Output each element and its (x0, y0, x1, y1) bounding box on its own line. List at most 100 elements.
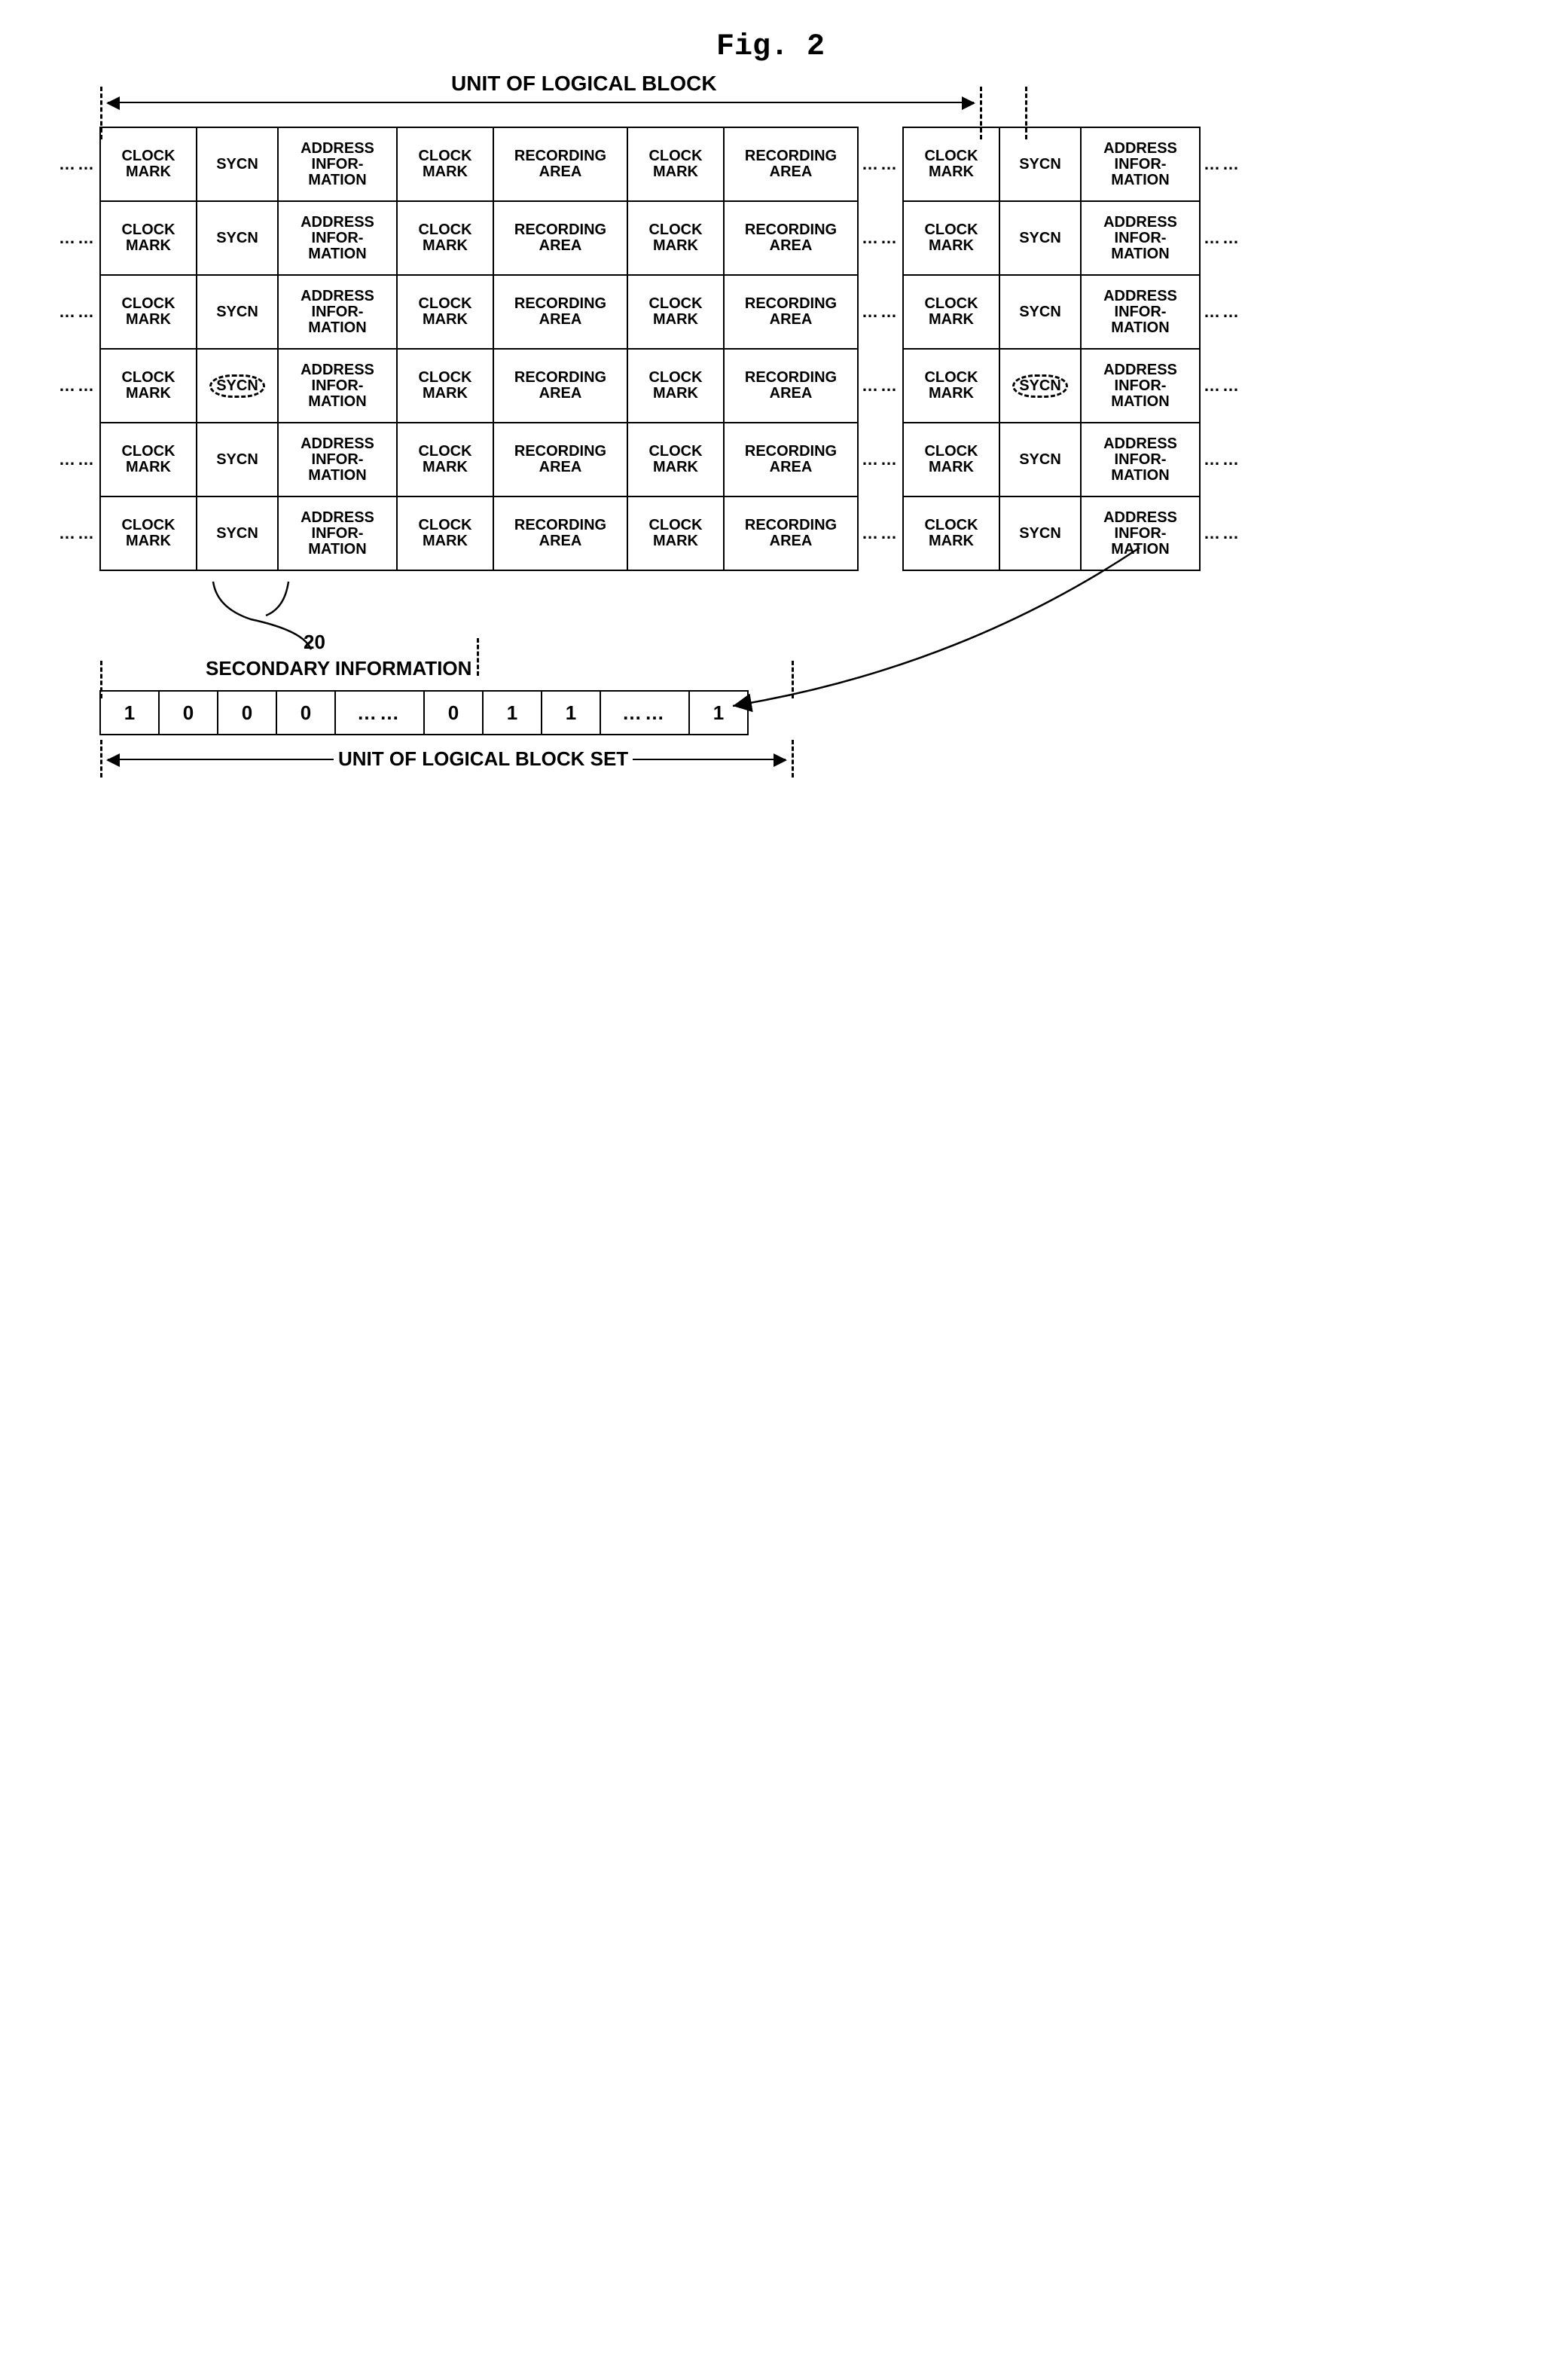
bit-dash-right (792, 661, 794, 698)
recording-area-cell: RECORDINGAREA (723, 496, 859, 571)
dash-guide-left-2 (1025, 87, 1027, 139)
sync-text: SYCN (212, 155, 263, 174)
clock-mark-cell: CLOCKMARK (99, 348, 197, 423)
bit-dots: …… (600, 690, 690, 735)
address-info-cell: ADDRESSINFOR-MATION (1080, 348, 1201, 423)
sync-text: SYCN (1015, 451, 1066, 469)
address-info-cell: ADDRESSINFOR-MATION (1080, 496, 1201, 571)
sync-cell: SYCN (999, 422, 1082, 497)
sync-cell: SYCN (999, 348, 1082, 423)
recording-area-cell: RECORDINGAREA (723, 274, 859, 350)
recording-area-cell: RECORDINGAREA (493, 200, 628, 276)
bit-cell: 0 (423, 690, 484, 735)
address-info-cell: ADDRESSINFOR-MATION (277, 348, 398, 423)
address-info-cell: ADDRESSINFOR-MATION (1080, 274, 1201, 350)
recording-area-cell: RECORDINGAREA (723, 200, 859, 276)
dots: …… (858, 127, 903, 201)
clock-mark-cell: CLOCKMARK (396, 422, 494, 497)
bit-row: 1000……011……1 (100, 691, 748, 735)
dots: …… (858, 496, 903, 570)
sync-text: SYCN (1015, 524, 1066, 543)
clock-mark-cell: CLOCKMARK (99, 422, 197, 497)
dots: …… (55, 275, 100, 349)
dots: …… (55, 127, 100, 201)
dots: …… (858, 349, 903, 423)
clock-mark-cell: CLOCKMARK (902, 422, 1000, 497)
sync-cell: SYCN (196, 200, 279, 276)
address-info-cell: ADDRESSINFOR-MATION (277, 127, 398, 202)
recording-area-cell: RECORDINGAREA (493, 127, 628, 202)
grid-row: ……CLOCKMARKSYCNADDRESSINFOR-MATIONCLOCKM… (55, 201, 1486, 275)
grid-row: ……CLOCKMARKSYCNADDRESSINFOR-MATIONCLOCKM… (55, 423, 1486, 496)
sync-cell: SYCN (999, 200, 1082, 276)
clock-mark-cell: CLOCKMARK (902, 496, 1000, 571)
dash-guide-right-1 (980, 87, 982, 139)
sync-cell: SYCN (196, 127, 279, 202)
address-info-cell: ADDRESSINFOR-MATION (277, 274, 398, 350)
clock-mark-cell: CLOCKMARK (99, 274, 197, 350)
clock-mark-cell: CLOCKMARK (396, 200, 494, 276)
sync-cell: SYCN (196, 496, 279, 571)
bit-dots: …… (334, 690, 425, 735)
address-info-cell: ADDRESSINFOR-MATION (1080, 127, 1201, 202)
dots: …… (1200, 275, 1245, 349)
sync-text: SYCN (1015, 303, 1066, 322)
clock-mark-cell: CLOCKMARK (627, 348, 725, 423)
brace-left-path2 (266, 582, 288, 616)
bit-dash-mid (477, 638, 479, 676)
dots: …… (55, 496, 100, 570)
recording-area-cell: RECORDINGAREA (493, 496, 628, 571)
recording-area-cell: RECORDINGAREA (493, 348, 628, 423)
bit-cell: 1 (541, 690, 601, 735)
sync-text: SYCN (1012, 374, 1068, 398)
grid-row: ……CLOCKMARKSYCNADDRESSINFOR-MATIONCLOCKM… (55, 496, 1486, 570)
below-region: 20 SECONDARY INFORMATION 1000……011……1 UN… (55, 578, 1486, 804)
clock-mark-cell: CLOCKMARK (99, 200, 197, 276)
dots: …… (858, 201, 903, 275)
dots: …… (1200, 201, 1245, 275)
sync-text: SYCN (212, 524, 263, 543)
long-arrow-path (733, 548, 1140, 706)
dots: …… (1200, 127, 1245, 201)
secondary-text-label: SECONDARY INFORMATION (206, 657, 471, 680)
bit-cell: 0 (158, 690, 218, 735)
secondary-num-label: 20 (304, 631, 325, 654)
sync-cell: SYCN (999, 274, 1082, 350)
main-grid: ……CLOCKMARKSYCNADDRESSINFOR-MATIONCLOCKM… (55, 127, 1486, 570)
clock-mark-cell: CLOCKMARK (99, 496, 197, 571)
figure-2: Fig. 2 UNIT OF LOGICAL BLOCK ……CLOCKMARK… (55, 30, 1486, 804)
sync-cell: SYCN (196, 422, 279, 497)
clock-mark-cell: CLOCKMARK (902, 274, 1000, 350)
clock-mark-cell: CLOCKMARK (627, 496, 725, 571)
figure-title: Fig. 2 (55, 30, 1486, 64)
dots: …… (55, 423, 100, 496)
recording-area-cell: RECORDINGAREA (493, 274, 628, 350)
sync-text: SYCN (209, 374, 265, 398)
bit-cell: 1 (688, 690, 749, 735)
dots: …… (1200, 496, 1245, 570)
dots: …… (55, 349, 100, 423)
grid-row: ……CLOCKMARKSYCNADDRESSINFOR-MATIONCLOCKM… (55, 127, 1486, 201)
sync-text: SYCN (1015, 155, 1066, 174)
address-info-cell: ADDRESSINFOR-MATION (277, 496, 398, 571)
clock-mark-cell: CLOCKMARK (396, 348, 494, 423)
recording-area-cell: RECORDINGAREA (493, 422, 628, 497)
clock-mark-cell: CLOCKMARK (902, 200, 1000, 276)
dots: …… (1200, 423, 1245, 496)
clock-mark-cell: CLOCKMARK (627, 274, 725, 350)
clock-mark-cell: CLOCKMARK (396, 127, 494, 202)
address-info-cell: ADDRESSINFOR-MATION (1080, 422, 1201, 497)
dots: …… (1200, 349, 1245, 423)
address-info-cell: ADDRESSINFOR-MATION (1080, 200, 1201, 276)
dots: …… (858, 423, 903, 496)
sync-cell: SYCN (196, 274, 279, 350)
bottom-dash-left (100, 740, 102, 778)
bit-cell: 1 (99, 690, 160, 735)
sync-cell: SYCN (196, 348, 279, 423)
bottom-dash-right (792, 740, 794, 778)
sync-cell: SYCN (999, 127, 1082, 202)
clock-mark-cell: CLOCKMARK (627, 422, 725, 497)
dots: …… (858, 275, 903, 349)
bit-cell: 1 (482, 690, 542, 735)
sync-text: SYCN (1015, 229, 1066, 248)
